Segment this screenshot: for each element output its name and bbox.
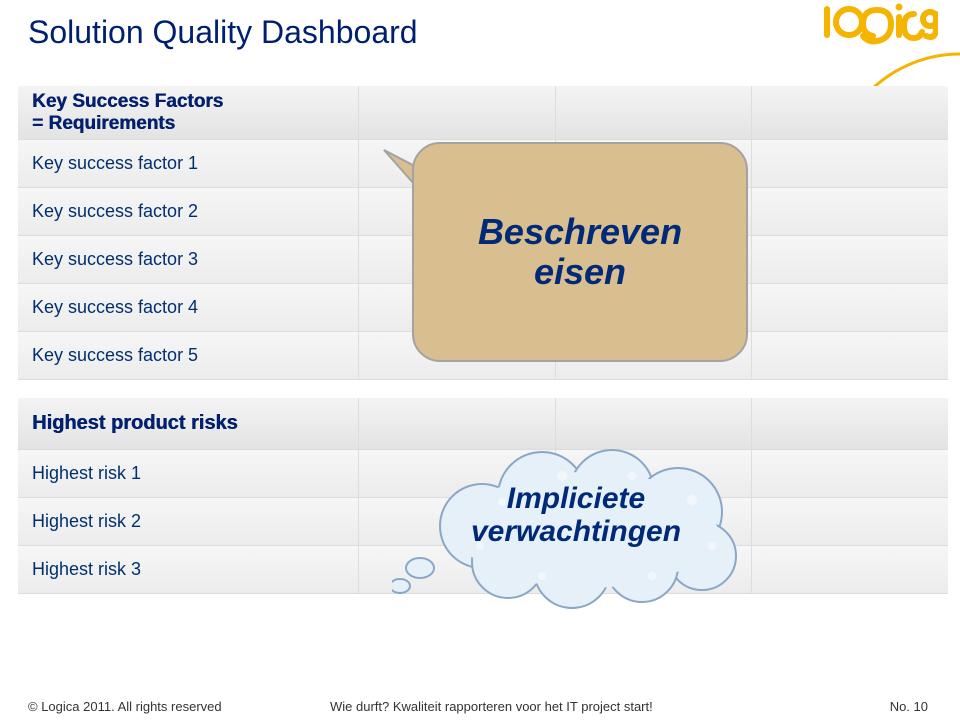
callout-impliciete: Impliciete verwachtingen [392, 446, 760, 594]
callout-beschreven: Beschreven eisen [412, 142, 748, 362]
risk-1: Highest risk 1 [18, 463, 358, 484]
ksf-5: Key success factor 5 [18, 345, 358, 366]
ksf-1: Key success factor 1 [18, 153, 358, 174]
page-title: Solution Quality Dashboard [28, 14, 932, 51]
risk-3: Highest risk 3 [18, 559, 358, 580]
callout2-line2: verwachtingen [471, 515, 681, 548]
header2: Highest product risks [32, 412, 358, 435]
callout1-line2: eisen [534, 251, 626, 292]
callout2-line1: Impliciete [507, 482, 645, 515]
ksf-3: Key success factor 3 [18, 249, 358, 270]
footer-page: No. 10 [890, 699, 928, 714]
section-header-risks: Highest product risks [18, 398, 948, 450]
section-header-success-factors: Key Success Factors = Requirements [18, 86, 948, 140]
logica-logo-icon [818, 2, 938, 50]
ksf-4: Key success factor 4 [18, 297, 358, 318]
slide: Solution Quality Dashboard Key Success F… [0, 0, 960, 721]
footer-copyright: © Logica 2011. All rights reserved [28, 699, 222, 714]
header1-line1: Key Success Factors [32, 91, 223, 112]
callout1-line1: Beschreven [478, 211, 682, 252]
header1-line2: = Requirements [32, 113, 175, 134]
ksf-2: Key success factor 2 [18, 201, 358, 222]
footer-center: Wie durft? Kwaliteit rapporteren voor he… [330, 699, 653, 714]
risk-2: Highest risk 2 [18, 511, 358, 532]
